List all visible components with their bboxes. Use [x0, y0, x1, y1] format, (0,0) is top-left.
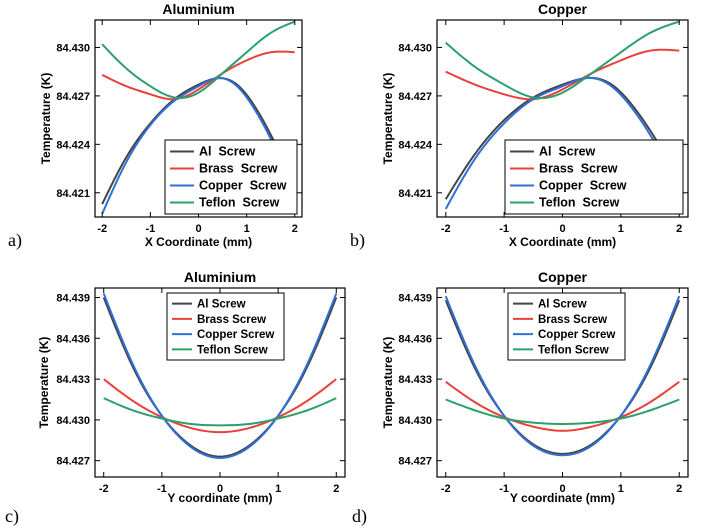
- series-line: [101, 77, 296, 215]
- x-tick-label: 0: [217, 483, 223, 495]
- y-tick-label: 84.430: [56, 415, 90, 427]
- panel-letter: b): [350, 230, 365, 251]
- series-line: [102, 293, 338, 459]
- x-tick-label: -2: [441, 223, 451, 235]
- legend-label: Copper Screw: [197, 329, 274, 341]
- x-axis-label: Y coordinate (mm): [167, 491, 272, 505]
- legend-label: Teflon Screw: [539, 196, 620, 210]
- series-line: [445, 20, 680, 100]
- legend-label: Copper Screw: [199, 179, 287, 193]
- chart-panel: Aluminium -2 -1 0 1 2 84.421 84.424 84.427 84.430…: [8, 1, 303, 251]
- legend-label: Teflon Screw: [538, 344, 609, 356]
- series-line: [101, 77, 296, 205]
- panel-letter: d): [352, 506, 367, 527]
- legend: Al Screw Brass Screw Copper Screw Teflon Sc…: [166, 292, 285, 361]
- legend: Al Screw Brass Screw Copper Screw Teflon Sc…: [164, 139, 298, 215]
- x-tick-label: 2: [676, 223, 682, 235]
- y-tick-label: 84.439: [56, 293, 90, 305]
- x-tick-label: -2: [441, 483, 451, 495]
- x-tick-label: 2: [676, 483, 682, 495]
- legend-label: Copper Screw: [539, 179, 627, 193]
- legend-label: Teflon Screw: [197, 344, 268, 356]
- y-tick-label: 84.436: [398, 333, 432, 345]
- panel-letter: a): [8, 230, 22, 251]
- x-tick-label: -1: [157, 483, 167, 495]
- y-tick-label: 84.427: [56, 456, 90, 468]
- series-line: [445, 398, 680, 425]
- panel-letter: c): [5, 506, 19, 527]
- x-tick-label: 0: [195, 223, 201, 235]
- x-tick-label: -1: [499, 483, 509, 495]
- series-line: [444, 76, 681, 210]
- y-tick-label: 84.436: [56, 333, 90, 345]
- legend-label: Brass Screw: [538, 314, 607, 326]
- x-tick-label: 1: [275, 483, 281, 495]
- legend-label: Al Screw: [199, 145, 256, 159]
- legend-label: Teflon Screw: [199, 196, 280, 210]
- x-tick-label: -1: [499, 223, 509, 235]
- legend: Al Screw Brass Screw Copper Screw Teflon Sc…: [507, 292, 626, 361]
- y-tick-label: 84.433: [56, 374, 90, 386]
- series-group: [101, 20, 296, 215]
- series-group: [444, 295, 681, 457]
- legend-label: Brass Screw: [199, 162, 278, 176]
- y-tick-label: 84.421: [398, 188, 432, 200]
- y-tick-label: 84.427: [398, 91, 432, 103]
- x-tick-label: -1: [145, 223, 155, 235]
- series-line: [445, 48, 680, 101]
- series-line: [444, 76, 681, 200]
- x-tick-label: 1: [618, 483, 624, 495]
- legend-label: Brass Screw: [539, 162, 618, 176]
- chart-title: Aluminium: [184, 269, 256, 285]
- y-tick-label: 84.430: [398, 42, 432, 54]
- chart-title: Copper: [538, 1, 588, 17]
- x-tick-label: 1: [244, 223, 250, 235]
- x-tick-label: 0: [559, 483, 565, 495]
- x-tick-label: -2: [97, 223, 107, 235]
- legend: Al Screw Brass Screw Copper Screw Teflon Sc…: [504, 139, 684, 215]
- x-axis-label: X Coordinate (mm): [509, 235, 616, 249]
- chart-panel: Copper -2 -1 0 1 2 84.427 84.430 84.433 84.436 84.…: [352, 269, 689, 527]
- y-axis-label: Temperature (K): [37, 337, 51, 429]
- x-tick-label: -2: [99, 483, 109, 495]
- y-axis-label: Temperature (K): [381, 337, 395, 429]
- x-axis-label: X Coordinate (mm): [145, 235, 252, 249]
- y-tick-label: 84.433: [398, 374, 432, 386]
- chart-title: Aluminium: [162, 1, 234, 17]
- x-tick-label: 2: [292, 223, 298, 235]
- y-tick-label: 84.439: [398, 293, 432, 305]
- y-tick-label: 84.427: [56, 91, 90, 103]
- y-tick-label: 84.430: [398, 415, 432, 427]
- series-line: [103, 397, 337, 427]
- x-tick-label: 1: [618, 223, 624, 235]
- chart-panel: Aluminium -2 -1 0 1 2 84.427 84.430 84.433 84.436…: [5, 269, 346, 527]
- series-line: [444, 295, 681, 457]
- y-axis-label: Temperature (K): [381, 73, 395, 165]
- y-tick-label: 84.427: [398, 456, 432, 468]
- legend-label: Al Screw: [539, 145, 596, 159]
- y-tick-label: 84.424: [398, 139, 433, 151]
- series-group: [102, 293, 338, 459]
- y-axis-label: Temperature (K): [39, 73, 53, 165]
- y-tick-label: 84.421: [56, 188, 90, 200]
- legend-label: Al Screw: [538, 299, 587, 311]
- series-line: [101, 50, 295, 101]
- y-tick-label: 84.424: [56, 139, 91, 151]
- chart-panel: Copper -2 -1 0 1 2 84.421 84.424 84.427 84.430 X C…: [350, 1, 689, 251]
- series-group: [444, 20, 681, 210]
- series-line: [103, 378, 337, 434]
- legend-label: Brass Screw: [197, 314, 266, 326]
- series-line: [101, 20, 296, 100]
- series-line: [445, 381, 680, 432]
- chart-title: Copper: [538, 269, 588, 285]
- y-tick-label: 84.430: [56, 42, 90, 54]
- legend-label: Al Screw: [197, 299, 246, 311]
- x-tick-label: 0: [559, 223, 565, 235]
- legend-label: Copper Screw: [538, 329, 615, 341]
- legend-box: [504, 139, 684, 215]
- x-axis-label: Y coordinate (mm): [510, 491, 615, 505]
- x-tick-label: 2: [333, 483, 339, 495]
